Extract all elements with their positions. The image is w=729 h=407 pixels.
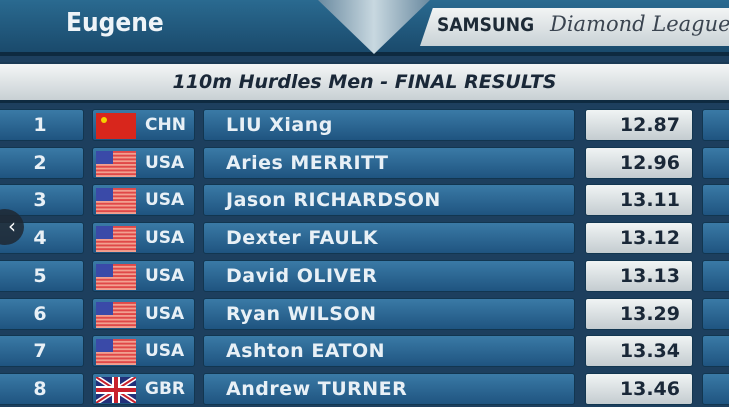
result-row: 8 GBR Andrew TURNER 13.46 (0, 372, 729, 405)
extra-cell (702, 109, 729, 141)
result-time: 13.46 (585, 372, 693, 405)
result-row: 7 USA Ashton EATON 13.34 (0, 335, 729, 368)
country-code: CHN (145, 115, 186, 135)
country-cell: USA (92, 146, 195, 179)
rank: 2 (0, 146, 84, 179)
athlete-name: LIU Xiang (203, 109, 575, 141)
result-time: 13.34 (585, 335, 693, 368)
result-row: 1 CHN LIU Xiang 12.87 (0, 109, 729, 141)
country-code: USA (145, 228, 185, 249)
usa-flag-icon (96, 150, 136, 177)
athlete-name: Andrew TURNER (203, 372, 575, 405)
extra-cell (702, 259, 729, 292)
extra-cell (702, 146, 729, 179)
result-time: 13.12 (585, 222, 693, 255)
country-code: USA (145, 190, 185, 211)
event-title: 110m Hurdles Men - FINAL RESULTS (172, 71, 557, 93)
country-cell: CHN (92, 109, 195, 141)
athlete-name: Jason RICHARDSON (203, 184, 575, 217)
result-time: 12.87 (585, 109, 693, 141)
rank: 8 (0, 372, 84, 405)
title-bar: 110m Hurdles Men - FINAL RESULTS (0, 62, 729, 103)
extra-cell (702, 222, 729, 255)
country-code: USA (145, 303, 185, 324)
usa-flag-icon (96, 339, 136, 366)
result-row: 4 USA Dexter FAULK 13.12 (0, 222, 729, 255)
uk-flag-icon (94, 374, 138, 405)
extra-cell (702, 297, 729, 330)
city-label: Eugene (66, 8, 164, 38)
china-flag-icon (96, 113, 136, 139)
athlete-name: Dexter FAULK (203, 222, 575, 255)
rank: 6 (0, 297, 84, 330)
extra-cell (702, 372, 729, 405)
country-code: USA (145, 265, 185, 286)
usa-flag-icon (96, 301, 136, 328)
result-time: 13.13 (585, 259, 693, 292)
rank: 7 (0, 335, 84, 368)
rank: 5 (0, 259, 84, 292)
result-time: 13.11 (585, 184, 693, 217)
result-time: 12.96 (585, 146, 693, 179)
country-cell: USA (92, 335, 195, 368)
extra-cell (702, 184, 729, 217)
country-cell: GBR (92, 372, 195, 405)
country-cell: USA (92, 222, 195, 255)
country-code: USA (145, 341, 185, 362)
result-row: 5 USA David OLIVER 13.13 (0, 259, 729, 292)
extra-cell (702, 335, 729, 368)
athlete-name: Aries MERRITT (203, 146, 575, 179)
athlete-name: Ryan WILSON (203, 297, 575, 330)
result-row: 2 USA Aries MERRITT 12.96 (0, 146, 729, 179)
country-cell: USA (92, 184, 195, 217)
usa-flag-icon (96, 188, 136, 215)
result-row: 6 USA Ryan WILSON 13.29 (0, 297, 729, 330)
usa-flag-icon (96, 226, 136, 253)
result-row: 3 USA Jason RICHARDSON 13.11 (0, 184, 729, 217)
athlete-name: David OLIVER (203, 259, 575, 292)
sponsor-banner (420, 8, 729, 46)
country-cell: USA (92, 259, 195, 292)
sponsor-brand: SAMSUNG (437, 14, 535, 36)
country-cell: USA (92, 297, 195, 330)
country-code: USA (145, 152, 185, 173)
usa-flag-icon (96, 263, 136, 290)
sponsor-series: Diamond League (550, 12, 729, 36)
athlete-name: Ashton EATON (203, 335, 575, 368)
rank: 1 (0, 109, 84, 141)
country-code: GBR (145, 378, 186, 399)
result-time: 13.29 (585, 297, 693, 330)
